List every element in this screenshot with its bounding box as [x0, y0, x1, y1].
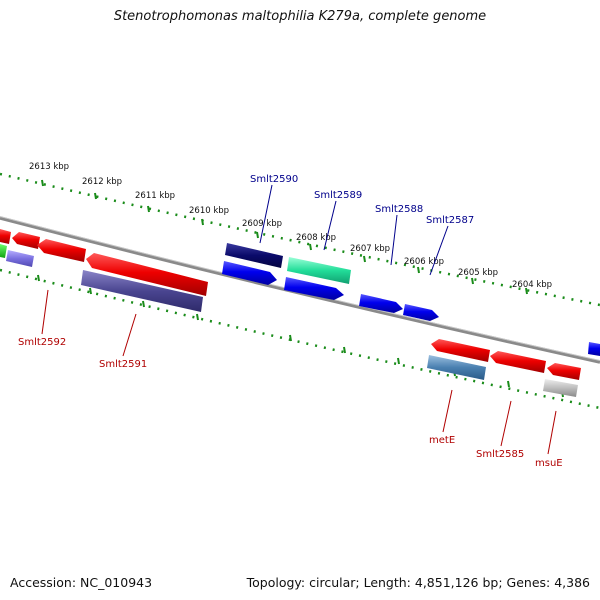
gene-label-smlt2585[interactable]: Smlt2585: [476, 449, 524, 460]
kbp-label: 2610 kbp: [189, 206, 229, 216]
kbp-label: 2607 kbp: [350, 244, 390, 254]
gene-feature[interactable]: [222, 261, 277, 285]
kbp-label: 2606 kbp: [404, 257, 444, 267]
gene-feature[interactable]: [0, 244, 7, 258]
kbp-label: 2613 kbp: [29, 162, 69, 172]
gene-feature[interactable]: [81, 270, 203, 312]
kbp-label: 2609 kbp: [242, 219, 282, 229]
kbp-label: 2604 kbp: [512, 280, 552, 290]
kbp-label: 2611 kbp: [135, 191, 175, 201]
forward-genes: [0, 243, 600, 356]
gene-feature[interactable]: [403, 304, 439, 321]
gene-feature[interactable]: [431, 339, 490, 362]
map-title: Stenotrophomonas maltophilia K279a, comp…: [113, 9, 487, 24]
gene-feature[interactable]: [588, 342, 600, 356]
gene-feature[interactable]: [543, 379, 578, 397]
gene-label-smlt2590[interactable]: Smlt2590: [250, 174, 298, 185]
leader-lines-bottom: [41, 289, 557, 455]
gene-feature[interactable]: [37, 239, 86, 262]
gene-feature[interactable]: [12, 232, 40, 249]
gene-label-smlt2588[interactable]: Smlt2588: [375, 204, 423, 215]
gene-label-smlt2592[interactable]: Smlt2592: [18, 337, 66, 348]
gene-feature[interactable]: [359, 294, 403, 313]
gene-feature[interactable]: [490, 351, 546, 373]
gene-feature[interactable]: [225, 243, 283, 268]
gene-label-smlt2591[interactable]: Smlt2591: [99, 359, 147, 370]
gene-label-smlt2587[interactable]: Smlt2587: [426, 215, 474, 226]
topology-text: Topology: circular; Length: 4,851,126 bp…: [246, 575, 590, 590]
gene-feature[interactable]: [547, 363, 581, 380]
kbp-label: 2612 kbp: [82, 177, 122, 187]
gene-feature[interactable]: [287, 257, 351, 284]
tick-track-upper: [0, 172, 600, 307]
accession-text: Accession: NC_010943: [10, 575, 153, 590]
kbp-label: 2608 kbp: [296, 233, 336, 243]
gene-feature[interactable]: [427, 355, 486, 380]
major-ticks-upper: [41, 179, 528, 295]
leader-lines-top: [259, 184, 449, 276]
gene-label-smlt2589[interactable]: Smlt2589: [314, 190, 362, 201]
gene-feature[interactable]: [284, 277, 344, 300]
gene-label-mete[interactable]: metE: [429, 435, 455, 446]
reverse-genes: [0, 229, 581, 397]
gene-feature[interactable]: [0, 229, 11, 244]
gene-feature[interactable]: [6, 250, 34, 267]
gene-feature[interactable]: [86, 253, 208, 296]
kbp-label: 2605 kbp: [458, 268, 498, 278]
gene-label-msue[interactable]: msuE: [535, 458, 563, 469]
